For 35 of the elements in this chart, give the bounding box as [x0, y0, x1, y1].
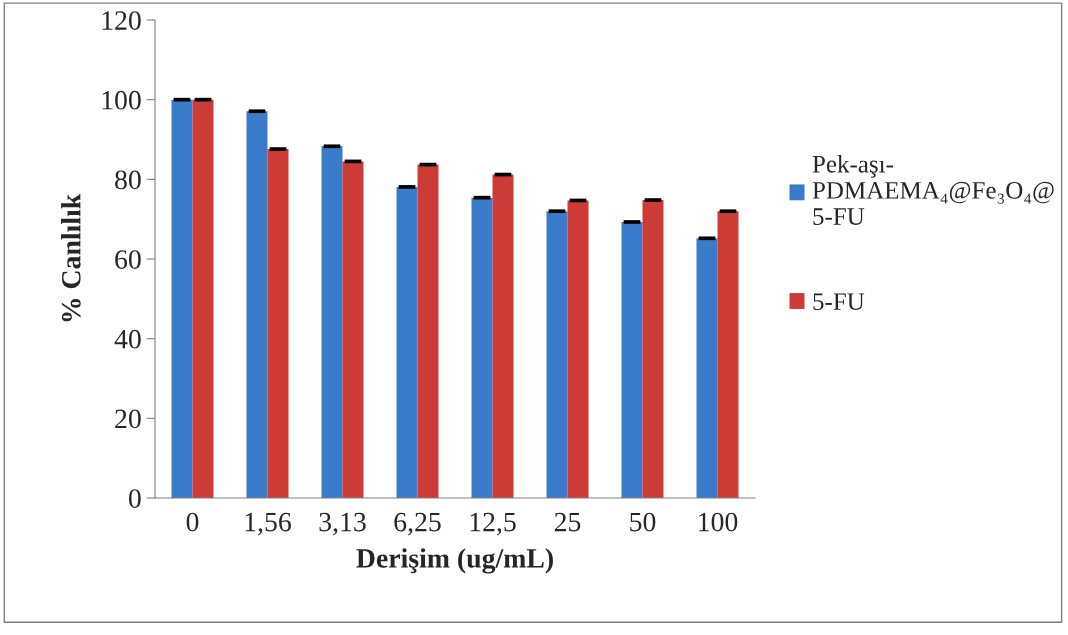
- bar: [267, 149, 289, 498]
- x-tick-label: 50: [630, 512, 656, 532]
- legend-label: Pek-aşı- PDMAEMA₄@Fe₃O₄@ 5-FU: [812, 155, 1054, 225]
- x-axis-title: Derişim (ug/mL): [356, 548, 553, 574]
- y-tick-label: 60: [115, 250, 141, 269]
- y-axis-title: % Canlılık: [61, 193, 81, 322]
- bar: [396, 186, 418, 498]
- x-tick-label: 3,13: [319, 512, 366, 536]
- bar: [171, 99, 193, 498]
- x-tick-label: 6,25: [394, 512, 441, 536]
- y-tick-label: 80: [115, 170, 141, 190]
- bar: [546, 211, 568, 498]
- bar: [621, 221, 643, 498]
- bar: [417, 164, 439, 498]
- y-tick-label: 120: [102, 11, 141, 30]
- x-tick-label: 12,5: [470, 512, 516, 536]
- bar: [717, 211, 739, 498]
- bar: [342, 161, 364, 498]
- x-tick-label: 25: [554, 512, 581, 532]
- bar: [321, 146, 343, 498]
- bar: [567, 200, 589, 498]
- y-tick-label: 100: [102, 90, 141, 110]
- legend-label: 5-FU: [813, 293, 865, 311]
- x-tick-label: 1,56: [245, 512, 291, 536]
- bar: [192, 99, 214, 498]
- y-tick-label: 40: [114, 329, 141, 349]
- bar: [642, 200, 664, 498]
- bar: [492, 174, 514, 498]
- x-tick-label: 0: [186, 512, 199, 532]
- x-tick-label: 100: [699, 512, 738, 532]
- bar: [696, 238, 718, 498]
- bar: [471, 197, 493, 498]
- bar: [246, 111, 268, 498]
- y-tick-label: 20: [115, 409, 141, 429]
- y-tick-label: 0: [128, 489, 141, 508]
